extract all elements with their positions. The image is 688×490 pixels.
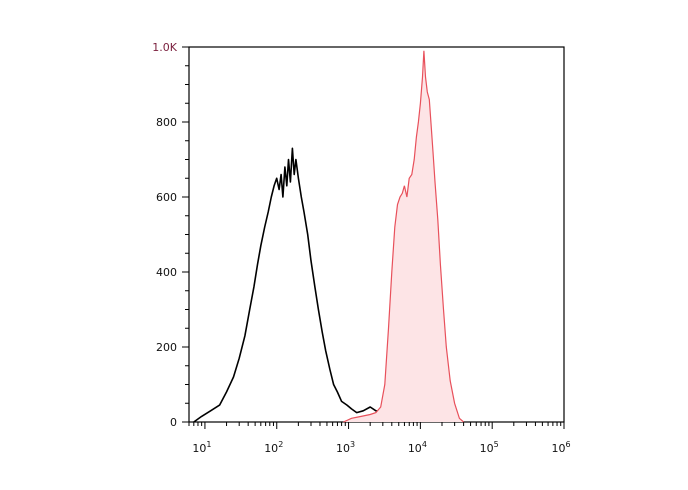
x-tick-label: 105 (480, 440, 499, 455)
histogram-fill-1 (343, 50, 464, 423)
y-tick-label: 400 (156, 266, 177, 279)
x-axis: 101 102 103 104 105 106 (188, 422, 571, 455)
histogram-outline-1 (343, 50, 464, 423)
histogram-outline-0 (193, 147, 418, 423)
y-tick-label: 200 (156, 341, 177, 354)
series-layer (193, 50, 464, 423)
x-tick-label: 101 (192, 440, 211, 455)
x-tick-label: 103 (336, 440, 355, 455)
y-tick-label: 1.0K (152, 41, 177, 54)
y-tick-label: 0 (170, 416, 177, 429)
x-tick-label: 106 (551, 440, 570, 455)
y-tick-label: 800 (156, 116, 177, 129)
x-tick-label: 104 (408, 440, 427, 455)
plot-frame (188, 46, 565, 423)
y-axis: 0 200 400 600 800 1.0K (152, 41, 189, 429)
y-tick-label: 600 (156, 191, 177, 204)
x-tick-label: 102 (264, 440, 283, 455)
